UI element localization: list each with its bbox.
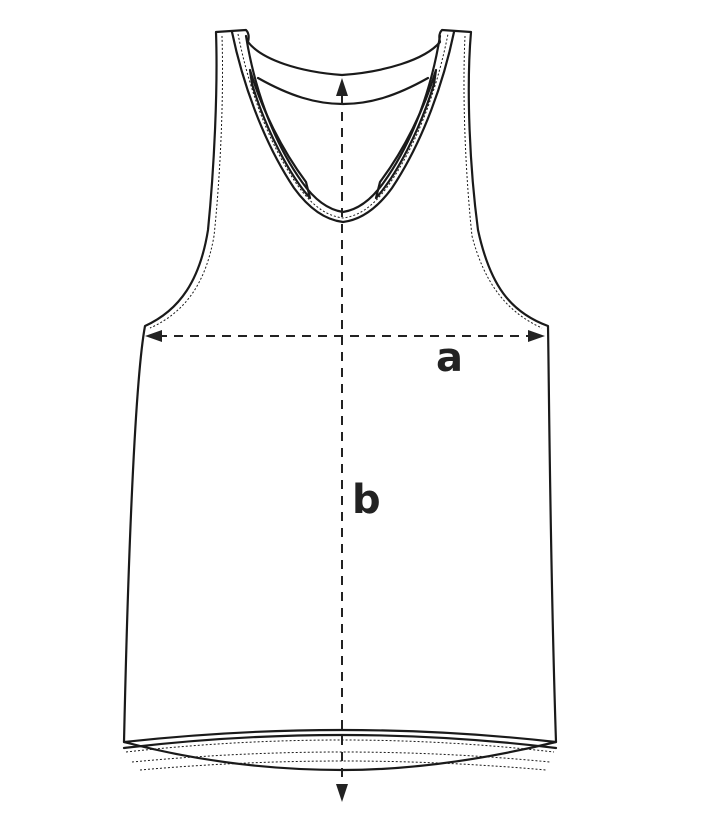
- neckline-inner: [244, 34, 442, 214]
- garment-outline: [122, 28, 558, 772]
- racerback-right: [374, 68, 438, 200]
- neckline-outer: [230, 30, 456, 224]
- arrowhead-a-left: [145, 330, 162, 342]
- arrowhead-a-right: [528, 330, 545, 342]
- arrowhead-b-top: [336, 78, 348, 96]
- stitch-hem-2: [131, 751, 551, 763]
- hem-front-fold: [122, 733, 558, 750]
- measurement-label-b: b: [352, 477, 381, 523]
- arrowhead-b-bottom: [336, 784, 348, 802]
- racerback-left: [248, 68, 312, 200]
- hem-front: [122, 728, 558, 744]
- measurement-label-a: a: [436, 335, 463, 381]
- stitch-armhole-left: [149, 35, 224, 329]
- stitch-neckline: [237, 33, 449, 219]
- stitch-armhole-right: [463, 35, 543, 329]
